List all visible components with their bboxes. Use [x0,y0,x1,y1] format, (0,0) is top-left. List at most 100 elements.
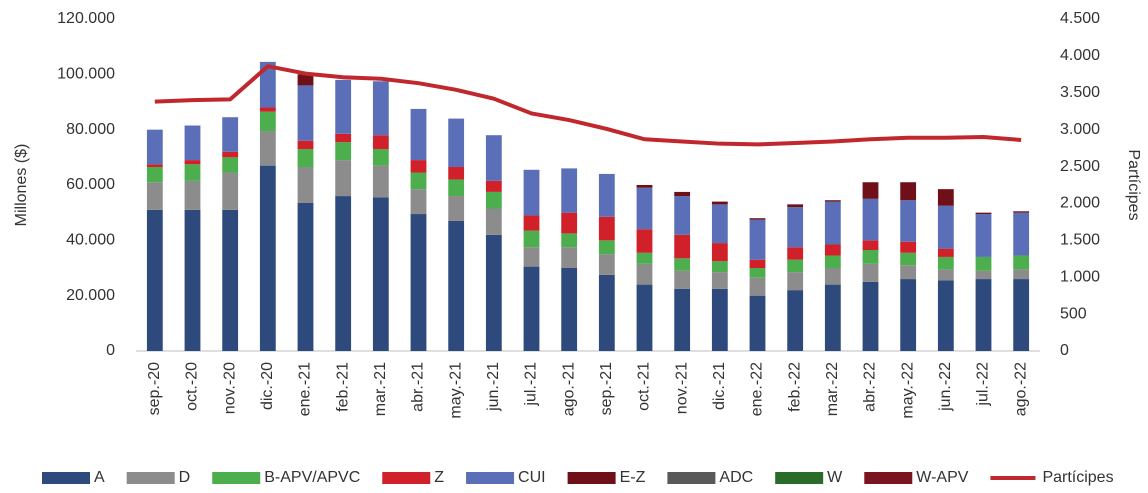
y2-tick-label: 1.000 [1060,268,1100,285]
bar-segment [259,107,276,112]
bar-segment [674,234,691,259]
x-tick-label: ago.-21 [560,362,577,416]
bar-segment [523,266,540,351]
bar-segment [674,258,691,271]
y2-axis-title: Partícipes [1125,149,1142,220]
bar-segment [259,165,276,351]
bar-segment [448,118,465,168]
bar-segment [787,207,804,248]
bar-segment [862,198,879,241]
y2-tick-label: 2.000 [1060,195,1100,212]
bar-segment [598,240,615,255]
x-tick-label: abr.-22 [862,362,879,412]
bar-segment [372,197,389,351]
bar-segment [598,173,615,217]
bar-segment [222,157,239,173]
bar-segment [297,85,314,141]
bar-segment [636,263,653,285]
bar-segment [448,196,465,221]
bar-segment [824,244,841,256]
bar-segment [448,167,465,180]
bar-segment [485,234,502,351]
bar-segment [749,277,766,296]
legend-label: Partícipes [1042,469,1113,486]
x-tick-label: dic.-20 [259,362,276,410]
x-tick-label: oct.-21 [636,362,653,411]
bar-segment [448,179,465,197]
bar-segment [372,81,389,136]
bar-segment [674,196,691,235]
legend-swatch [466,472,515,484]
bar-segment [146,129,163,165]
bar-segment [410,160,427,173]
y2-tick-label: 3.000 [1060,121,1100,138]
bar-segment [787,259,804,273]
bar-segment [975,279,992,351]
bar-segment [787,204,804,208]
y2-tick-label: 3.500 [1060,84,1100,101]
x-tick-label: ago.-22 [1012,362,1029,416]
bar-segment [222,151,239,158]
bar-segment [900,265,917,280]
bar-segment [485,191,502,209]
bar-segment [711,288,728,351]
x-tick-label: abr.-21 [410,362,427,412]
bar-segment [372,135,389,150]
bar-segment [824,200,841,202]
bar-segment [523,247,540,267]
y2-tick-label: 4.000 [1060,47,1100,64]
bar-segment [561,247,578,268]
bar-segment [937,205,954,249]
legend-label: D [179,469,191,486]
bar-segment [335,79,352,134]
x-tick-label: may.-21 [447,362,464,419]
bar-segment [335,160,352,197]
bar-segment [372,165,389,198]
bar-segment [523,215,540,231]
bar-segment [410,108,427,161]
bar-segment [297,202,314,351]
bar-segment [824,255,841,268]
bar-segment [485,135,502,181]
bar-segment [636,185,653,188]
bar-segment [1013,255,1030,270]
x-tick-label: feb.-22 [786,362,803,412]
bar-segment [561,168,578,213]
y2-tick-label: 4.500 [1060,10,1100,27]
y-tick-label: 100.000 [57,66,115,83]
legend-label: CUI [518,469,546,486]
bar-segment [900,252,917,266]
bar-segment [937,248,954,257]
legend-label: Z [434,469,444,486]
bar-segment [937,256,954,270]
bar-segment [711,272,728,289]
bar-segment [297,140,314,150]
legend-swatch [775,472,824,484]
y2-tick-label: 2.500 [1060,158,1100,175]
bar-segment [523,230,540,248]
bar-segment [372,149,389,166]
bar-segment [674,288,691,351]
bar-segment [297,149,314,168]
legend-swatch [212,472,261,484]
bar-segment [862,281,879,351]
legend-swatch [382,472,431,484]
bar-segment [937,189,954,206]
legend-swatch [42,472,90,484]
x-tick-label: feb.-21 [334,362,351,412]
bar-segment [1013,269,1030,280]
bar-segment [787,247,804,260]
bar-segment [410,172,427,190]
x-tick-label: jul.-21 [523,362,540,407]
bar-segment [900,279,917,351]
bar-segment [184,160,201,165]
x-tick-label: ene.-21 [297,362,314,416]
y-tick-label: 80.000 [66,121,115,138]
bar-segment [975,256,992,271]
bar-segment [146,164,163,168]
x-tick-label: jul.-22 [975,362,992,407]
x-tick-label: mar.-22 [824,362,841,416]
bar-segment [561,233,578,248]
bar-segment [824,284,841,351]
bar-segment [448,220,465,351]
